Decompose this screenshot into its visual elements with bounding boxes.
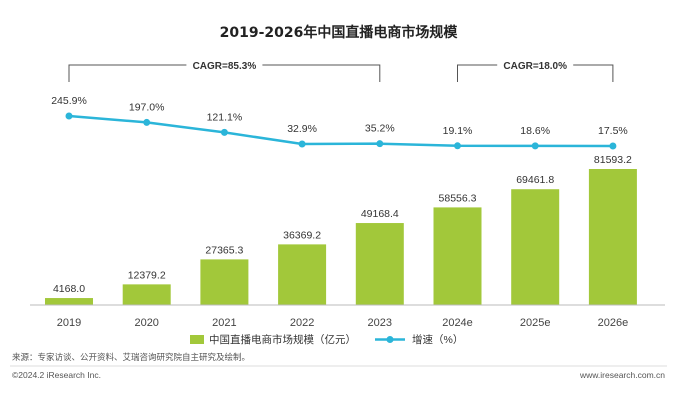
footer-website: www.iresearch.com.cn (579, 370, 665, 380)
bar-label-2025e: 69461.8 (516, 174, 554, 186)
cagr-bracket-left-1 (68, 64, 187, 82)
growth-rate-point-2020 (143, 118, 151, 126)
x-tick-2025e: 2025e (520, 317, 551, 329)
bar-label-2021: 27365.3 (205, 244, 243, 256)
growth-rate-label-2024e: 19.1% (443, 125, 473, 137)
growth-rate-series (65, 112, 617, 150)
growth-rate-point-2022 (298, 140, 306, 148)
x-tick-2020: 2020 (134, 317, 158, 329)
bar-label-2019: 4168.0 (53, 283, 85, 295)
bar-label-2023: 49168.4 (361, 208, 399, 220)
bar-series (45, 169, 637, 305)
bar-label-2022: 36369.2 (283, 229, 321, 241)
bar-2020 (122, 284, 171, 305)
growth-rate-point-2019 (65, 112, 73, 120)
bar-data-labels: 4168.0 12379.2 27365.3 36369.2 49168.4 58556.… (53, 154, 632, 295)
cagr-annotations: CAGR=85.3% CAGR=18.0% (68, 61, 614, 82)
growth-rate-label-2020: 197.0% (129, 101, 165, 113)
growth-rate-label-2021: 121.1% (207, 111, 243, 123)
bar-label-2020: 12379.2 (128, 269, 166, 281)
bar-label-2024e: 58556.3 (439, 192, 477, 204)
cagr-bracket-right-2 (573, 64, 614, 82)
growth-rate-label-2022: 32.9% (287, 123, 317, 135)
legend: 中国直播电商市场规模（亿元） 增速（%） (190, 333, 463, 346)
legend-bar-swatch (190, 335, 204, 344)
bar-2026e (588, 169, 637, 305)
chart-title: 2019-2026年中国直播电商市场规模 (220, 24, 459, 41)
bar-2025e (511, 189, 560, 305)
legend-line-label: 增速（%） (412, 333, 463, 346)
growth-rate-point-2021 (220, 128, 228, 136)
x-tick-2021: 2021 (212, 317, 236, 329)
growth-rate-point-2023 (376, 140, 384, 148)
bar-2019 (45, 298, 93, 305)
bar-2021 (200, 259, 249, 305)
x-axis-ticks: 2019 2020 2021 2022 2023 2024e 2025e 2026e (57, 317, 628, 329)
growth-rate-label-2025e: 18.6% (520, 125, 550, 137)
bar-2022 (278, 244, 327, 305)
growth-rate-line (68, 114, 613, 148)
growth-rate-label-2023: 35.2% (365, 123, 395, 135)
growth-rate-label-2019: 245.9% (51, 95, 87, 107)
bar-2024e (433, 207, 482, 305)
footer-source: 来源：专家访谈、公开资料、艾瑞咨询研究院自主研究及绘制。 (12, 352, 250, 362)
bar-2023 (355, 223, 404, 305)
bar-label-2026e: 81593.2 (594, 154, 632, 166)
growth-rate-point-2024e (454, 142, 461, 150)
growth-rate-label-2026e: 17.5% (598, 125, 628, 137)
x-tick-2023: 2023 (368, 317, 392, 329)
footer-copyright: ©2024.2 iResearch Inc. (12, 370, 101, 380)
cagr-bracket-left-2 (457, 64, 498, 82)
cagr-label-2: CAGR=18.0% (503, 61, 567, 72)
legend-bar-label: 中国直播电商市场规模（亿元） (209, 333, 356, 346)
x-tick-2026e: 2026e (598, 317, 629, 329)
growth-rate-point-2026e (609, 142, 617, 150)
x-tick-2019: 2019 (57, 317, 81, 329)
growth-rate-data-labels: 245.9% 197.0% 121.1% 32.9% 35.2% 19.1% 18.6% 17… (51, 95, 628, 137)
legend-line-marker (386, 336, 394, 343)
growth-rate-point-2025e (531, 142, 539, 150)
cagr-label-1: CAGR=85.3% (193, 61, 257, 72)
x-tick-2022: 2022 (290, 317, 314, 329)
x-tick-2024e: 2024e (442, 317, 473, 329)
cagr-bracket-right-1 (262, 64, 381, 82)
